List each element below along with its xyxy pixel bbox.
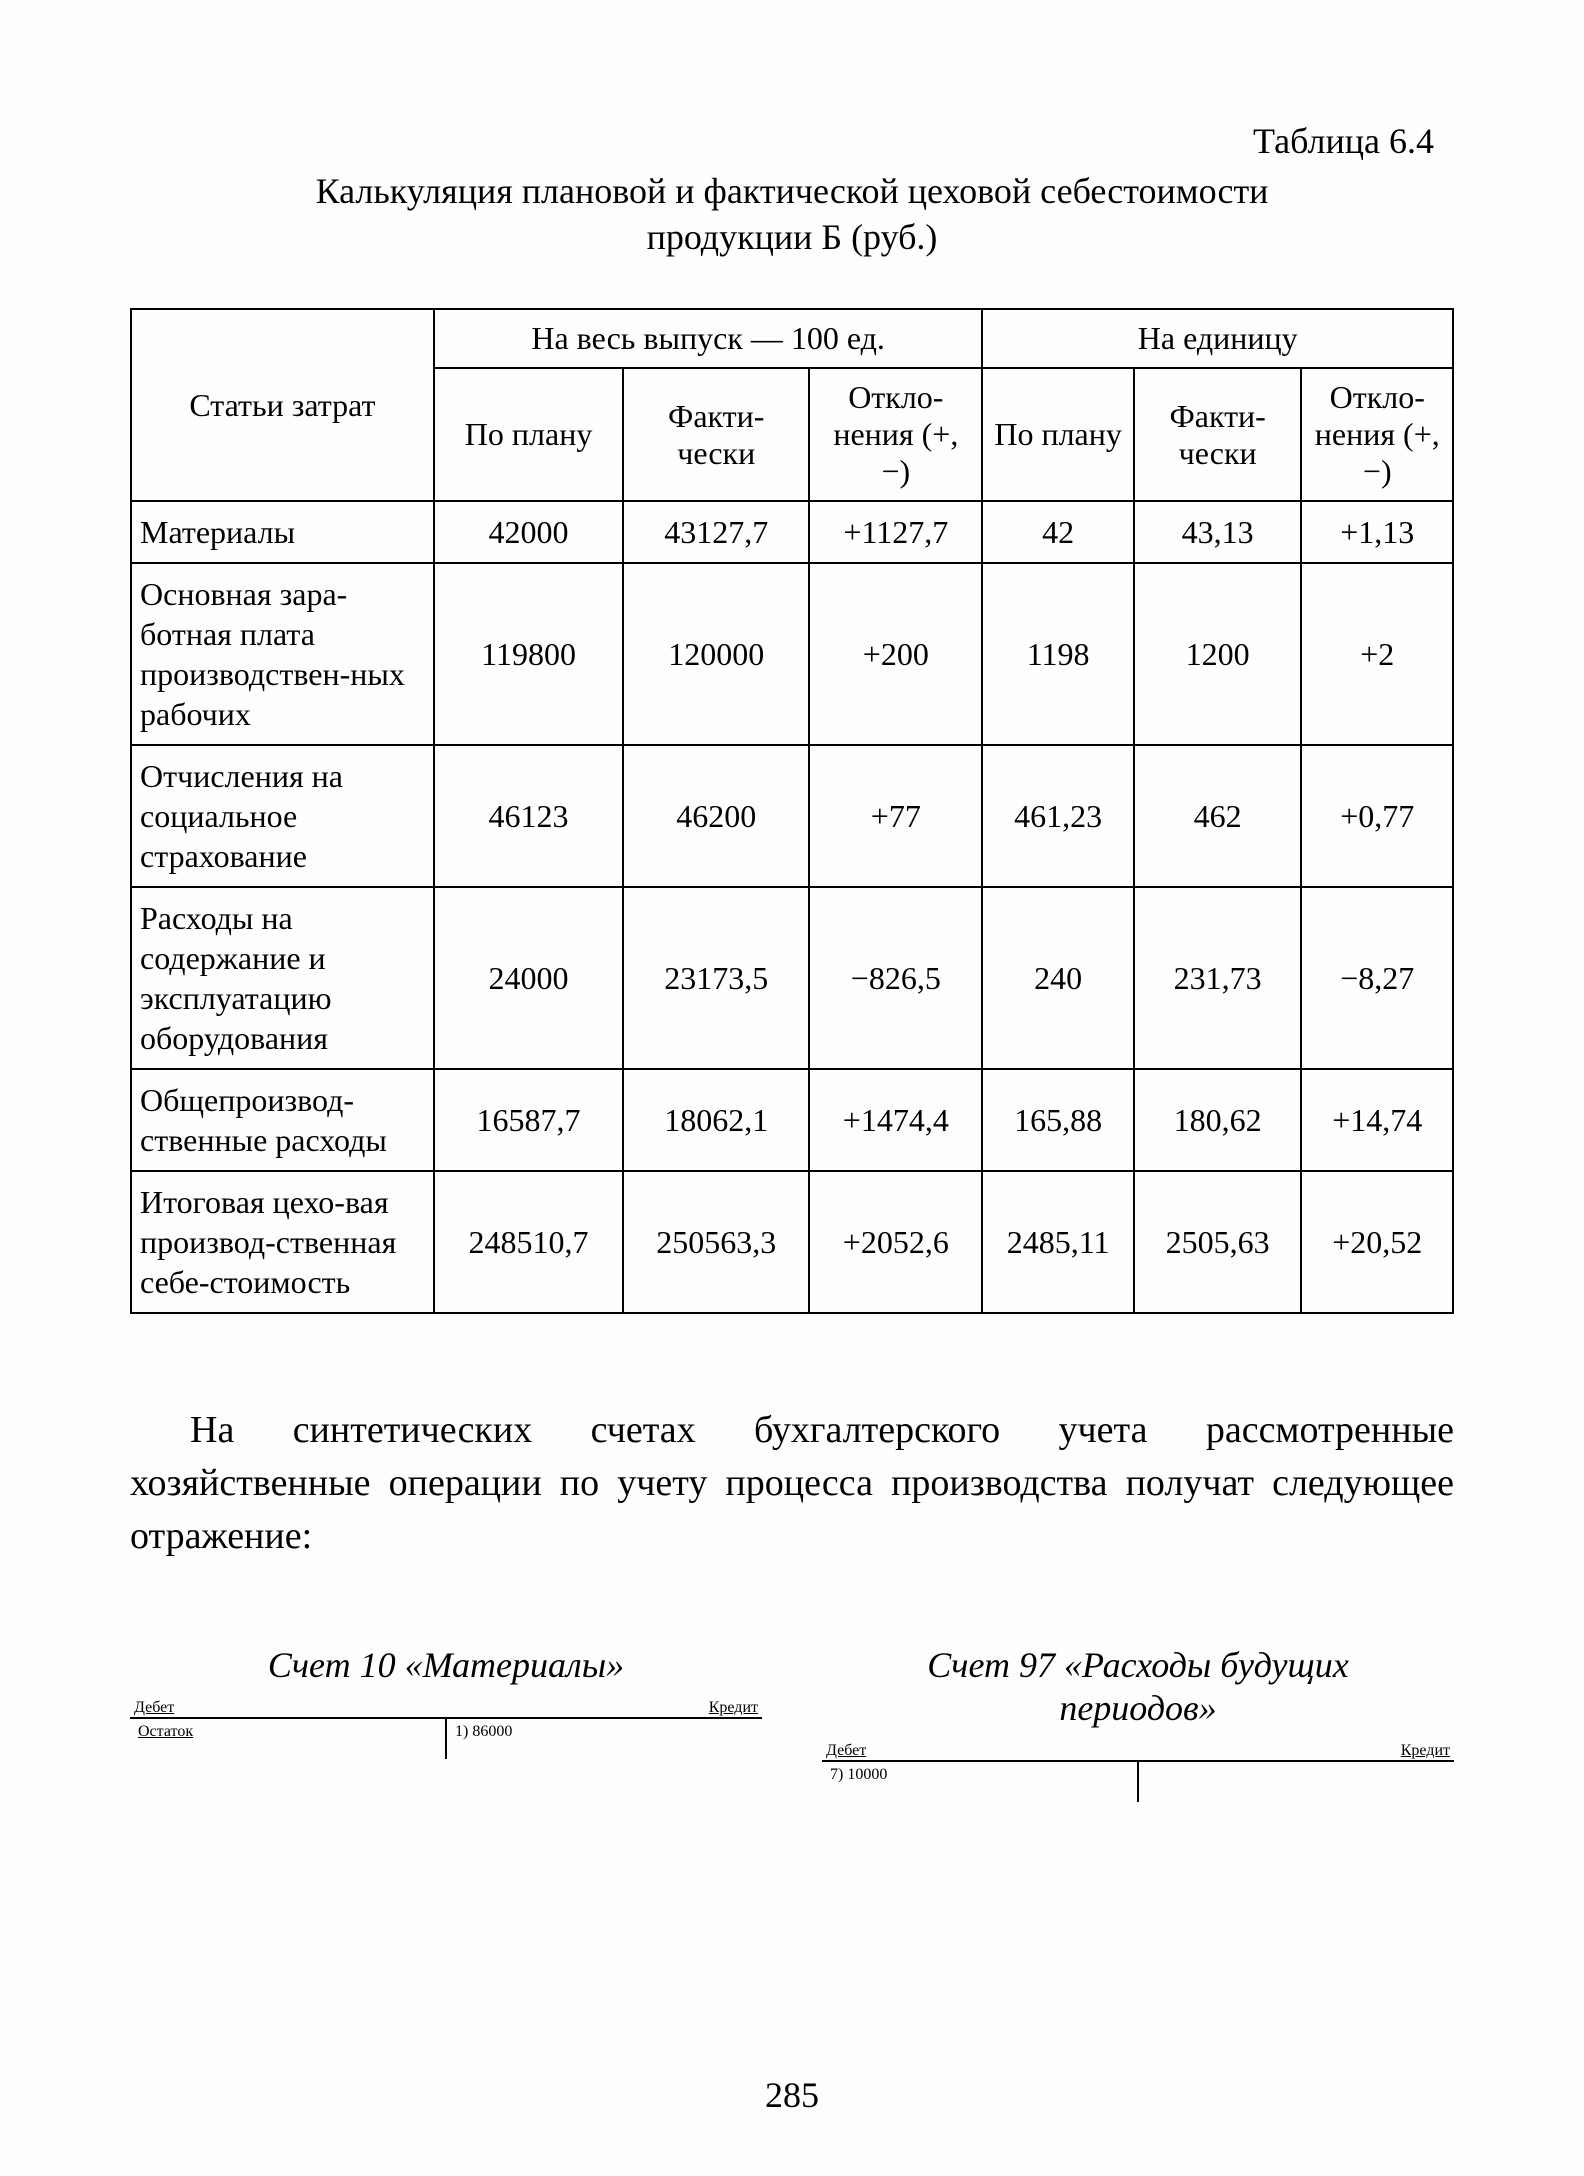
table-row: Материалы4200043127,7+1127,74243,13+1,13	[131, 501, 1453, 563]
cell-plan: 16587,7	[434, 1069, 623, 1171]
cell-plan: 119800	[434, 563, 623, 745]
account-97-left-text: 7) 10000	[830, 1766, 887, 1783]
cell-udev: +0,77	[1301, 745, 1453, 887]
cell-udev: +20,52	[1301, 1171, 1453, 1313]
cell-fact: 46200	[623, 745, 809, 887]
account-97-title-line2: периодов»	[1059, 1688, 1216, 1728]
cell-fact: 23173,5	[623, 887, 809, 1069]
col-header-ufact: Факти-чески	[1134, 368, 1302, 501]
cell-plan: 24000	[434, 887, 623, 1069]
cost-table: Статьи затрат На весь выпуск — 100 ед. Н…	[130, 308, 1454, 1314]
account-10-debit-cell: Остаток	[130, 1719, 445, 1759]
title-line-1: Калькуляция плановой и фактической цехов…	[130, 170, 1454, 212]
account-97-credit-label: Кредит	[1401, 1742, 1450, 1760]
account-10-body: Остаток 1) 86000	[130, 1719, 762, 1759]
cell-label: Общепроизвод-ственные расходы	[131, 1069, 434, 1171]
account-10-left-text: Остаток	[138, 1723, 193, 1740]
cell-ufact: 231,73	[1134, 887, 1302, 1069]
account-97-debit-label: Дебет	[826, 1742, 866, 1760]
cell-ufact: 43,13	[1134, 501, 1302, 563]
table-row: Основная зара-ботная плата производствен…	[131, 563, 1453, 745]
page: Таблица 6.4 Калькуляция плановой и факти…	[0, 0, 1584, 2176]
table-row: Расходы на содержание и эксплуатацию обо…	[131, 887, 1453, 1069]
col-header-plan: По плану	[434, 368, 623, 501]
account-97-debit-cell: 7) 10000	[822, 1762, 1137, 1802]
cell-plan: 248510,7	[434, 1171, 623, 1313]
cell-plan: 42000	[434, 501, 623, 563]
cell-ufact: 180,62	[1134, 1069, 1302, 1171]
account-10-credit-cell: 1) 86000	[445, 1719, 762, 1759]
body-paragraph: На синтетических счетах бухгалтерского у…	[130, 1404, 1454, 1564]
cell-uplan: 2485,11	[982, 1171, 1133, 1313]
cell-udev: −8,27	[1301, 887, 1453, 1069]
cell-label: Расходы на содержание и эксплуатацию обо…	[131, 887, 434, 1069]
cell-fact: 250563,3	[623, 1171, 809, 1313]
table-body: Материалы4200043127,7+1127,74243,13+1,13…	[131, 501, 1453, 1313]
account-97-head: Дебет Кредит	[822, 1742, 1454, 1762]
account-10-debit-label: Дебет	[134, 1699, 174, 1717]
cell-ufact: 462	[1134, 745, 1302, 887]
account-97-title-line1: Счет 97 «Расходы будущих	[927, 1645, 1348, 1685]
cell-dev: +77	[809, 745, 982, 887]
cell-plan: 46123	[434, 745, 623, 887]
page-number: 285	[0, 2074, 1584, 2116]
cell-ufact: 2505,63	[1134, 1171, 1302, 1313]
account-10-title: Счет 10 «Материалы»	[130, 1644, 762, 1687]
cell-dev: −826,5	[809, 887, 982, 1069]
cell-fact: 43127,7	[623, 501, 809, 563]
account-10: Счет 10 «Материалы» Дебет Кредит Остаток…	[130, 1644, 762, 1802]
table-label: Таблица 6.4	[130, 120, 1454, 162]
cell-label: Основная зара-ботная плата производствен…	[131, 563, 434, 745]
cell-ufact: 1200	[1134, 563, 1302, 745]
table-row: Отчисления на социальное страхование4612…	[131, 745, 1453, 887]
cell-dev: +2052,6	[809, 1171, 982, 1313]
col-header-uplan: По плану	[982, 368, 1133, 501]
cell-udev: +2	[1301, 563, 1453, 745]
cell-label: Итоговая цехо-вая производ-ственная себе…	[131, 1171, 434, 1313]
col-header-dev: Откло-нения (+, −)	[809, 368, 982, 501]
table-row: Итоговая цехо-вая производ-ственная себе…	[131, 1171, 1453, 1313]
cell-uplan: 240	[982, 887, 1133, 1069]
cell-uplan: 165,88	[982, 1069, 1133, 1171]
cell-dev: +1127,7	[809, 501, 982, 563]
title-line-2: продукции Б (руб.)	[130, 216, 1454, 258]
cell-fact: 18062,1	[623, 1069, 809, 1171]
cell-uplan: 1198	[982, 563, 1133, 745]
account-97-body: 7) 10000	[822, 1762, 1454, 1802]
t-accounts: Счет 10 «Материалы» Дебет Кредит Остаток…	[130, 1644, 1454, 1802]
col-header-total-group: На весь выпуск — 100 ед.	[434, 309, 982, 368]
cell-uplan: 42	[982, 501, 1133, 563]
cell-uplan: 461,23	[982, 745, 1133, 887]
col-header-label: Статьи затрат	[131, 309, 434, 501]
col-header-fact: Факти-чески	[623, 368, 809, 501]
account-97-credit-cell	[1137, 1762, 1454, 1802]
col-header-unit-group: На единицу	[982, 309, 1453, 368]
cell-label: Отчисления на социальное страхование	[131, 745, 434, 887]
col-header-udev: Откло-нения (+, −)	[1301, 368, 1453, 501]
account-10-credit-label: Кредит	[709, 1699, 758, 1717]
cell-dev: +1474,4	[809, 1069, 982, 1171]
table-row: Общепроизвод-ственные расходы16587,71806…	[131, 1069, 1453, 1171]
account-10-head: Дебет Кредит	[130, 1699, 762, 1719]
cell-udev: +1,13	[1301, 501, 1453, 563]
account-97-title: Счет 97 «Расходы будущих периодов»	[822, 1644, 1454, 1730]
cell-dev: +200	[809, 563, 982, 745]
cell-udev: +14,74	[1301, 1069, 1453, 1171]
cell-fact: 120000	[623, 563, 809, 745]
cell-label: Материалы	[131, 501, 434, 563]
account-97: Счет 97 «Расходы будущих периодов» Дебет…	[822, 1644, 1454, 1802]
account-10-right-text: 1) 86000	[455, 1723, 512, 1740]
